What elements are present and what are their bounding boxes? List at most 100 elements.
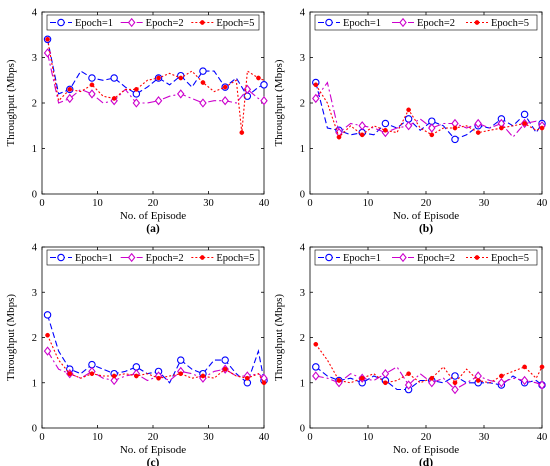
data-point	[222, 84, 228, 90]
data-point	[88, 74, 96, 82]
x-axis-label: No. of Episode	[393, 444, 459, 456]
y-tick-label: 3	[32, 53, 37, 64]
data-point	[429, 132, 435, 138]
data-point	[45, 332, 50, 338]
data-point	[474, 20, 480, 25]
data-point	[199, 255, 205, 260]
data-point	[221, 96, 229, 106]
legend: Epoch=1 Epoch=2 Epoch=5	[314, 249, 538, 266]
x-tick-label: 40	[537, 198, 548, 209]
data-point	[399, 252, 407, 263]
y-tick-label: 0	[300, 190, 305, 201]
data-point	[474, 118, 482, 129]
data-point	[199, 67, 207, 75]
data-point	[404, 380, 413, 390]
data-point	[313, 341, 319, 347]
legend-label: Epoch=5	[491, 18, 529, 29]
x-tick-label: 20	[148, 198, 159, 209]
data-point	[156, 375, 161, 381]
data-point	[381, 369, 390, 379]
data-point	[336, 134, 342, 140]
series-line	[46, 39, 265, 133]
data-point	[177, 89, 185, 99]
data-point	[497, 378, 506, 388]
data-point	[45, 36, 50, 42]
data-point	[475, 130, 481, 135]
y-tick-label: 2	[32, 99, 37, 110]
legend: Epoch=1 Epoch=2 Epoch=5	[314, 14, 538, 31]
legend-label: Epoch=5	[216, 253, 254, 264]
data-point	[222, 366, 228, 372]
data-point	[475, 378, 481, 383]
x-tick-label: 40	[537, 432, 548, 443]
legend-label: Epoch=2	[417, 18, 455, 29]
x-tick-label: 0	[39, 198, 44, 209]
data-point	[325, 18, 333, 27]
data-point	[399, 17, 407, 28]
y-tick-label: 1	[300, 378, 305, 389]
data-point	[358, 121, 366, 131]
legend-label: Epoch=2	[417, 253, 455, 264]
data-point	[260, 96, 268, 106]
data-point	[336, 378, 342, 383]
data-point	[43, 311, 52, 319]
legend: Epoch=1 Epoch=2 Epoch=5	[46, 14, 260, 31]
x-tick-label: 30	[203, 198, 214, 209]
data-point	[383, 127, 388, 133]
x-tick-label: 20	[148, 432, 159, 443]
plot-area	[309, 11, 543, 195]
y-tick-label: 1	[300, 144, 305, 155]
chart-panel-a: 0 10 20 30 40 0 1 2 3 4 No. of Episode Throughput (…	[5, 8, 269, 236]
x-tick-label: 40	[259, 198, 270, 209]
x-tick-label: 20	[421, 198, 432, 209]
series-epoch-5	[313, 82, 545, 140]
data-point	[89, 82, 95, 88]
x-tick-label: 20	[421, 432, 432, 443]
legend-box	[46, 14, 260, 31]
legend-label: Epoch=5	[491, 253, 529, 264]
panel-caption: (b)	[419, 223, 433, 235]
data-point	[134, 373, 139, 379]
y-tick-label: 1	[32, 144, 37, 155]
data-point	[110, 375, 118, 386]
data-point	[359, 132, 365, 138]
series-epoch-5	[45, 332, 267, 386]
data-point	[499, 125, 504, 131]
data-point	[239, 130, 245, 135]
series-line	[315, 366, 543, 391]
data-point	[156, 75, 161, 81]
data-point	[178, 75, 184, 81]
data-point	[452, 125, 458, 131]
data-point	[88, 89, 96, 99]
x-tick-label: 0	[307, 198, 312, 209]
data-point	[404, 121, 413, 131]
y-tick-label: 3	[32, 288, 37, 299]
data-point	[110, 74, 118, 82]
panel-caption: (c)	[147, 457, 160, 466]
data-point	[111, 373, 117, 379]
chart-panel-c: 0 10 20 30 40 0 1 2 3 4 No. of Episode Throughput (…	[5, 243, 269, 466]
data-point	[520, 110, 529, 119]
data-point	[381, 119, 390, 128]
y-tick-label: 4	[300, 243, 306, 254]
data-point	[312, 363, 320, 371]
legend-label: Epoch=2	[146, 253, 184, 264]
data-point	[325, 253, 333, 262]
data-point	[221, 356, 229, 364]
data-point	[313, 82, 319, 88]
data-point	[200, 80, 206, 85]
data-point	[127, 252, 136, 263]
data-point	[66, 93, 74, 104]
series-line	[315, 82, 543, 141]
chart-panel-b: 0 10 20 30 40 0 1 2 3 4 No. of Episode Throughput (…	[273, 8, 547, 236]
x-axis-label: No. of Episode	[120, 444, 186, 456]
data-point	[538, 380, 546, 390]
data-point	[256, 75, 261, 81]
x-tick-label: 30	[479, 198, 490, 209]
data-point	[520, 375, 529, 386]
data-point	[539, 125, 545, 131]
data-point	[67, 87, 73, 92]
data-point	[406, 107, 411, 113]
data-point	[359, 375, 365, 381]
data-point	[199, 98, 207, 108]
